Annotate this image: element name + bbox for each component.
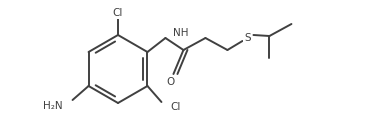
Text: NH: NH <box>173 28 189 38</box>
Text: S: S <box>244 33 251 43</box>
Text: Cl: Cl <box>113 8 123 18</box>
Text: O: O <box>166 77 174 87</box>
Text: H₂N: H₂N <box>43 101 62 111</box>
Text: Cl: Cl <box>170 102 181 112</box>
